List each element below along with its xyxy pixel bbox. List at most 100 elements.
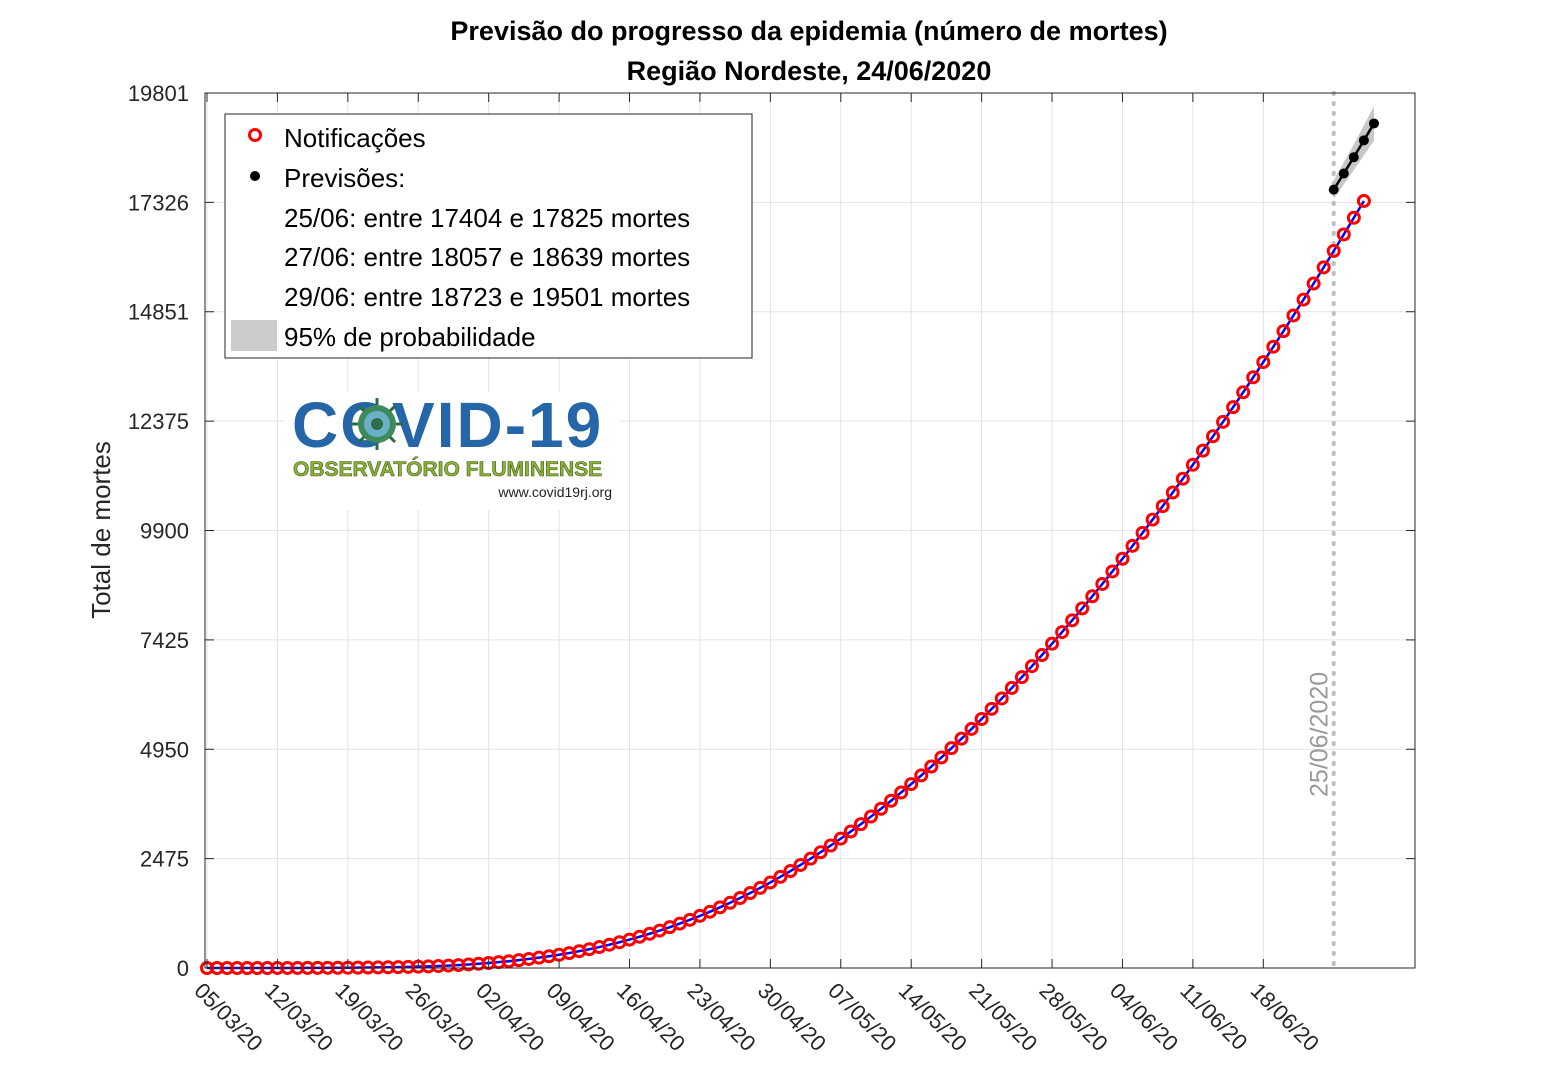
observed-point: [1145, 512, 1160, 527]
observed-point: [1004, 680, 1019, 695]
observed-point: [1226, 400, 1241, 415]
observed-point: [934, 750, 949, 765]
x-tick-label: 30/04/20: [753, 978, 831, 1056]
x-tick-label: 23/04/20: [682, 978, 760, 1056]
observed-point: [773, 869, 788, 884]
observed-point: [1115, 551, 1130, 566]
x-tick-label: 14/05/20: [894, 978, 972, 1056]
observed-point: [1316, 260, 1331, 275]
observed-point: [1216, 414, 1231, 429]
forecast-points: [1328, 118, 1379, 195]
y-axis-label: Total de mortes: [86, 441, 116, 619]
observed-point: [984, 701, 999, 716]
observed-point: [1326, 243, 1341, 258]
observed-point: [994, 691, 1009, 706]
legend-forecast-27-06: 27/06: entre 18057 e 18639 mortes: [284, 242, 690, 272]
forecast-point: [1328, 184, 1339, 195]
forecast-point: [1348, 152, 1359, 163]
legend-notificacoes-marker: [248, 128, 262, 142]
observed-point: [843, 824, 858, 839]
observed-point: [954, 731, 969, 746]
legend-probability: 95% de probabilidade: [284, 322, 536, 352]
observed-point: [894, 785, 909, 800]
observed-point: [904, 777, 919, 792]
y-tick-label: 7425: [140, 628, 189, 653]
legend-forecast-25-06: 25/06: entre 17404 e 17825 mortes: [284, 203, 690, 233]
x-tick-label: 21/05/20: [964, 978, 1042, 1056]
observed-point: [1045, 636, 1060, 651]
observed-point: [1195, 443, 1210, 458]
observed-point: [1095, 576, 1110, 591]
observed-point: [753, 880, 768, 895]
observed-point: [783, 864, 798, 879]
observed-point: [1085, 589, 1100, 604]
observed-point: [1286, 308, 1301, 323]
observed-point: [1276, 324, 1291, 339]
observed-point: [1165, 485, 1180, 500]
observed-point: [1024, 659, 1039, 674]
x-tick-label: 12/03/20: [260, 978, 338, 1056]
y-axis: 0 2475 4950 7425 9900 12375 14851 17326 19801: [128, 81, 1415, 981]
observed-point: [1256, 355, 1271, 370]
observed-point: [1296, 292, 1311, 307]
forecast-point: [1358, 135, 1369, 146]
x-tick-label: 18/06/20: [1246, 978, 1324, 1056]
y-tick-label: 2475: [140, 847, 189, 872]
observed-point: [1206, 429, 1220, 444]
x-tick-label: 26/03/20: [401, 978, 479, 1056]
observed-point: [884, 793, 899, 808]
observed-point: [1105, 564, 1120, 579]
y-tick-label: 17326: [128, 190, 189, 215]
x-tick-label: 28/05/20: [1035, 978, 1113, 1056]
observed-point: [1135, 525, 1150, 540]
observed-points: [200, 193, 1371, 975]
x-tick-label: 16/04/20: [612, 978, 690, 1056]
chart-subtitle: Região Nordeste, 24/06/2020: [627, 56, 992, 86]
legend: Notificações Previsões: 25/06: entre 174…: [224, 113, 753, 359]
y-tick-label: 9900: [140, 519, 189, 544]
observed-point: [1236, 385, 1251, 400]
x-tick-label: 19/03/20: [330, 978, 408, 1056]
x-tick-label: 05/03/20: [189, 978, 267, 1056]
legend-previsoes: Previsões:: [284, 163, 405, 193]
observed-point: [1336, 227, 1351, 242]
observed-point: [1346, 210, 1361, 225]
x-tick-label: 02/04/20: [471, 978, 549, 1056]
observed-point: [974, 711, 989, 726]
forecast-date-label: 25/06/2020: [1306, 672, 1334, 797]
logo-url: www.covid19rj.org: [497, 484, 612, 500]
forecast-point: [1368, 118, 1379, 129]
forecast-point: [1338, 168, 1349, 179]
observed-point: [833, 831, 848, 846]
observed-point: [1266, 339, 1281, 354]
observed-point: [1125, 538, 1140, 553]
observed-point: [1175, 471, 1190, 486]
observed-point: [793, 857, 808, 872]
observed-point: [1155, 499, 1170, 514]
observed-point: [1065, 613, 1080, 628]
observed-point: [944, 741, 959, 756]
x-tick-label: 11/06/20: [1175, 978, 1252, 1055]
observed-point: [1306, 276, 1321, 291]
y-tick-label: 12375: [128, 409, 189, 434]
observed-point: [1034, 648, 1049, 663]
observed-point: [1014, 670, 1029, 685]
legend-notificacoes: Notificações: [284, 123, 426, 153]
observed-point: [964, 721, 979, 736]
legend-box: [224, 113, 753, 359]
observed-point: [914, 768, 929, 783]
observed-point: [863, 809, 878, 824]
y-tick-label: 19801: [128, 81, 189, 106]
covid-observatorio-logo: COVID-19 OBSERVATÓRIO FLUMINENSE www.cov…: [285, 389, 620, 510]
y-tick-label: 14851: [128, 300, 189, 325]
observed-point: [813, 845, 828, 860]
y-tick-label: 0: [177, 956, 189, 981]
virus-icon: [351, 398, 403, 450]
observed-point: [763, 875, 778, 890]
logo-background: [285, 392, 620, 510]
chart-title: Previsão do progresso da epidemia (númer…: [450, 16, 1167, 46]
observed-point: [1356, 193, 1371, 208]
legend-previsoes-marker: [250, 171, 260, 181]
observed-point: [1075, 601, 1090, 616]
legend-forecast-29-06: 29/06: entre 18723 e 19501 mortes: [284, 282, 690, 312]
